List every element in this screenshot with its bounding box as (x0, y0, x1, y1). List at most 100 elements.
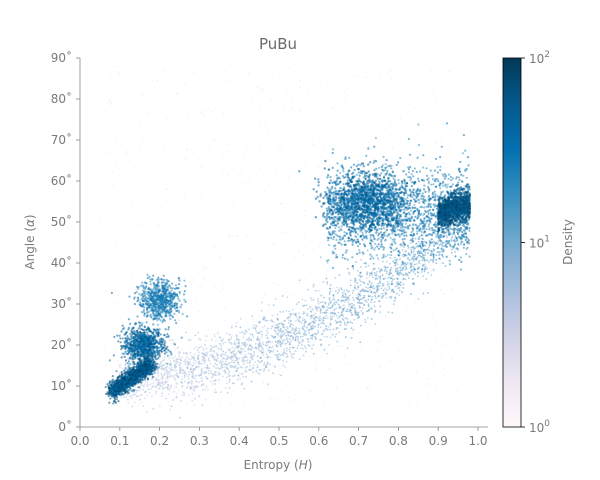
density-point (228, 375, 230, 377)
density-point (439, 239, 442, 242)
density-point (332, 294, 335, 296)
density-point (275, 354, 278, 356)
density-point (402, 240, 405, 243)
density-point (351, 333, 354, 335)
density-point (419, 250, 422, 252)
density-point (334, 227, 337, 230)
density-point (172, 388, 174, 390)
density-point (201, 404, 204, 407)
density-point (449, 93, 451, 95)
density-point (418, 308, 421, 310)
density-point (360, 258, 362, 261)
density-point (342, 316, 345, 319)
density-point (347, 296, 349, 298)
density-point (432, 209, 435, 212)
density-point (335, 231, 337, 233)
density-point (429, 259, 432, 261)
density-point (264, 294, 266, 296)
density-point (200, 111, 202, 114)
density-point (394, 226, 398, 229)
density-point (390, 283, 393, 285)
density-point (272, 349, 275, 351)
density-point (442, 102, 445, 105)
density-point (222, 243, 224, 245)
density-point (262, 348, 264, 351)
density-point (176, 383, 178, 385)
density-point (195, 387, 197, 389)
density-point (228, 370, 231, 373)
density-point (317, 326, 320, 329)
density-point (324, 389, 326, 391)
density-point (176, 314, 178, 316)
density-point (193, 389, 195, 392)
density-point (114, 286, 116, 288)
density-point (289, 320, 292, 322)
density-point (350, 403, 353, 406)
density-point (313, 341, 315, 344)
density-point (212, 354, 215, 357)
density-point (254, 327, 257, 330)
density-point (373, 267, 375, 270)
density-point (413, 266, 415, 269)
density-point (398, 271, 401, 274)
density-point (389, 360, 391, 362)
density-point (180, 136, 183, 138)
density-point (282, 362, 285, 364)
density-point (326, 270, 329, 272)
density-point (228, 381, 230, 383)
density-point (367, 264, 370, 267)
density-point (230, 343, 233, 345)
density-point (449, 137, 451, 139)
density-point (280, 337, 282, 339)
density-point (423, 230, 427, 233)
density-point (282, 333, 285, 336)
density-point (229, 378, 231, 381)
density-point (359, 164, 362, 167)
density-point (296, 347, 299, 350)
density-point (441, 162, 443, 164)
density-point (298, 250, 300, 252)
density-point (139, 124, 141, 126)
density-point (239, 351, 241, 354)
density-point (421, 192, 424, 195)
density-point (326, 283, 329, 285)
density-point (239, 297, 241, 299)
density-point (248, 328, 250, 331)
density-point (158, 364, 161, 367)
density-point (312, 352, 315, 355)
density-point (204, 388, 207, 391)
density-point (412, 257, 415, 260)
density-point (370, 135, 373, 137)
density-point (181, 320, 183, 322)
density-point (413, 247, 416, 250)
density-point (267, 134, 270, 136)
density-point (178, 355, 181, 357)
density-point (200, 370, 203, 373)
density-point (324, 399, 326, 401)
density-point (174, 348, 177, 351)
density-point (424, 91, 426, 93)
density-point (190, 382, 193, 385)
density-point (449, 189, 452, 192)
density-point (310, 321, 313, 324)
density-point (395, 258, 398, 261)
density-point (371, 296, 374, 298)
density-point (303, 234, 306, 236)
density-point (380, 240, 383, 243)
density-point (339, 171, 342, 175)
density-point (310, 314, 313, 317)
density-point (454, 234, 456, 237)
density-point (196, 385, 199, 388)
density-point (375, 254, 378, 257)
density-point (354, 277, 356, 280)
density-point (325, 207, 328, 210)
density-point (346, 258, 349, 261)
density-point (424, 244, 427, 247)
density-point (263, 325, 266, 328)
density-point (124, 364, 127, 367)
density-point (309, 344, 311, 347)
density-point (297, 301, 300, 304)
density-point (274, 366, 277, 368)
density-point (252, 277, 255, 279)
